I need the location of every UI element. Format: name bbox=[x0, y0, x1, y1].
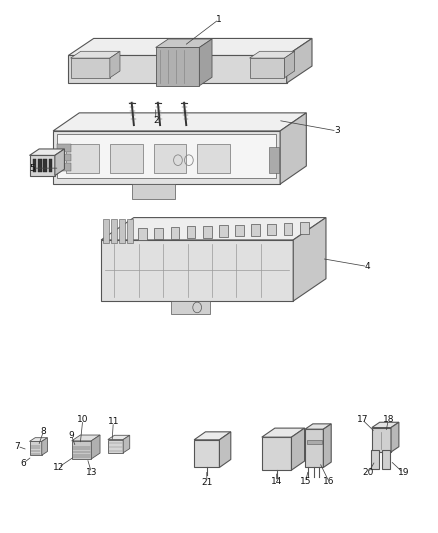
Text: 7: 7 bbox=[14, 442, 20, 451]
Polygon shape bbox=[29, 441, 42, 455]
Polygon shape bbox=[72, 435, 100, 441]
Bar bbox=[171, 301, 210, 314]
Polygon shape bbox=[250, 58, 285, 78]
Polygon shape bbox=[138, 228, 147, 240]
Bar bbox=[382, 450, 390, 469]
Bar bbox=[153, 144, 186, 173]
Polygon shape bbox=[305, 429, 323, 467]
Bar bbox=[49, 159, 52, 172]
Text: 15: 15 bbox=[300, 478, 311, 486]
Polygon shape bbox=[101, 240, 293, 301]
Text: 5: 5 bbox=[29, 164, 35, 173]
Polygon shape bbox=[29, 156, 55, 175]
Polygon shape bbox=[287, 38, 312, 83]
Polygon shape bbox=[55, 149, 64, 175]
Polygon shape bbox=[203, 226, 212, 238]
Polygon shape bbox=[251, 224, 260, 236]
Bar bbox=[111, 219, 117, 243]
Bar bbox=[103, 219, 109, 243]
Bar bbox=[57, 154, 71, 161]
Polygon shape bbox=[187, 227, 195, 238]
Text: 17: 17 bbox=[357, 415, 368, 424]
Polygon shape bbox=[53, 131, 280, 184]
Bar bbox=[33, 159, 36, 172]
Polygon shape bbox=[323, 424, 331, 467]
Polygon shape bbox=[250, 51, 295, 58]
Bar bbox=[127, 219, 133, 243]
Polygon shape bbox=[262, 428, 304, 437]
Polygon shape bbox=[101, 217, 326, 240]
Bar bbox=[38, 159, 42, 172]
Polygon shape bbox=[155, 47, 199, 86]
Text: 9: 9 bbox=[69, 431, 74, 440]
Text: 10: 10 bbox=[77, 415, 88, 424]
Polygon shape bbox=[372, 427, 391, 452]
Text: 2: 2 bbox=[153, 116, 159, 125]
Polygon shape bbox=[199, 39, 212, 86]
Polygon shape bbox=[68, 38, 312, 55]
Text: 14: 14 bbox=[271, 478, 283, 486]
Bar bbox=[110, 144, 143, 173]
Text: 8: 8 bbox=[41, 427, 46, 436]
Bar bbox=[57, 164, 71, 171]
Text: 20: 20 bbox=[363, 469, 374, 477]
Polygon shape bbox=[285, 51, 295, 78]
Polygon shape bbox=[57, 134, 276, 177]
Polygon shape bbox=[262, 437, 291, 470]
Polygon shape bbox=[71, 58, 110, 78]
Bar bbox=[66, 144, 99, 173]
Text: 12: 12 bbox=[53, 463, 64, 472]
Text: 13: 13 bbox=[86, 469, 97, 477]
Polygon shape bbox=[108, 435, 130, 440]
Bar bbox=[57, 144, 71, 152]
Polygon shape bbox=[293, 217, 326, 301]
Text: 16: 16 bbox=[323, 478, 335, 486]
Polygon shape bbox=[29, 149, 64, 156]
Polygon shape bbox=[108, 440, 123, 453]
Polygon shape bbox=[110, 51, 120, 78]
Polygon shape bbox=[291, 428, 304, 470]
Polygon shape bbox=[42, 438, 47, 455]
Polygon shape bbox=[170, 227, 179, 239]
Polygon shape bbox=[123, 435, 130, 453]
Polygon shape bbox=[219, 225, 228, 237]
Polygon shape bbox=[235, 225, 244, 237]
Text: 11: 11 bbox=[108, 417, 119, 426]
Bar bbox=[132, 184, 175, 199]
Text: 3: 3 bbox=[334, 126, 340, 135]
Polygon shape bbox=[194, 432, 231, 440]
Text: 19: 19 bbox=[398, 469, 409, 477]
Polygon shape bbox=[68, 55, 287, 83]
Text: 21: 21 bbox=[201, 478, 212, 487]
Text: 4: 4 bbox=[365, 262, 370, 271]
Circle shape bbox=[193, 302, 201, 313]
Polygon shape bbox=[53, 113, 306, 131]
Polygon shape bbox=[305, 424, 331, 429]
Polygon shape bbox=[72, 441, 91, 459]
Bar bbox=[269, 147, 279, 173]
Polygon shape bbox=[372, 422, 399, 427]
Polygon shape bbox=[154, 228, 163, 239]
Polygon shape bbox=[91, 435, 100, 459]
Polygon shape bbox=[391, 422, 399, 452]
Polygon shape bbox=[219, 432, 231, 467]
Polygon shape bbox=[300, 222, 308, 234]
Bar bbox=[197, 144, 230, 173]
Bar bbox=[307, 440, 321, 445]
Bar bbox=[43, 159, 47, 172]
Polygon shape bbox=[71, 51, 120, 58]
Polygon shape bbox=[155, 39, 212, 47]
Bar bbox=[119, 219, 125, 243]
Text: 1: 1 bbox=[216, 15, 222, 24]
Polygon shape bbox=[29, 438, 47, 441]
Polygon shape bbox=[280, 113, 306, 184]
Polygon shape bbox=[268, 223, 276, 235]
Polygon shape bbox=[284, 223, 292, 235]
Text: 6: 6 bbox=[21, 459, 26, 467]
Bar bbox=[371, 450, 379, 469]
Polygon shape bbox=[194, 440, 219, 467]
Text: 18: 18 bbox=[383, 415, 394, 424]
